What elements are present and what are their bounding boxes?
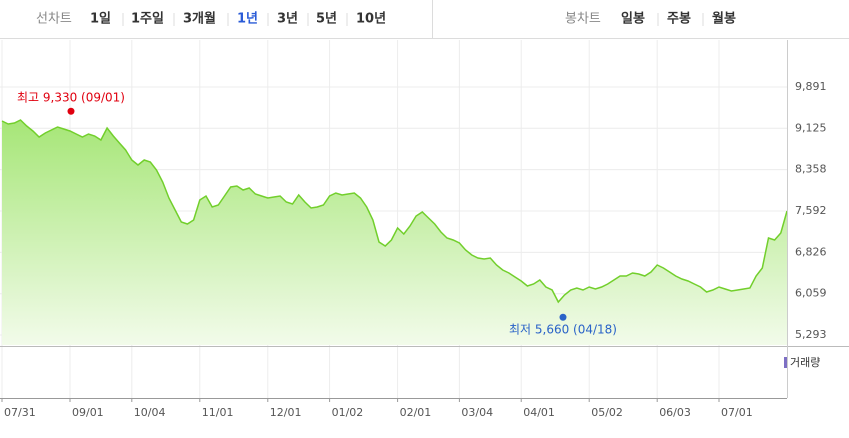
y-tick-label: 5,293 xyxy=(795,328,827,341)
annotation-dot xyxy=(67,107,75,115)
x-tick-label: 02/01 xyxy=(400,406,432,419)
area-fill xyxy=(2,120,787,345)
candle-chart-label: 봉차트 xyxy=(565,12,601,27)
x-tick-label: 07/01 xyxy=(721,406,753,419)
y-tick-label: 9,125 xyxy=(795,121,827,134)
x-tick-label: 07/31 xyxy=(4,406,36,419)
x-tick-label: 06/03 xyxy=(659,406,691,419)
toolbar-bg xyxy=(0,0,849,38)
period-tab[interactable]: 3년 xyxy=(277,12,298,27)
y-tick-label: 6,826 xyxy=(795,245,827,258)
period-tab[interactable]: 3개월 xyxy=(183,11,216,27)
annotation-label: 최고 9,330 (09/01) xyxy=(17,91,125,105)
x-tick-label: 12/01 xyxy=(270,406,302,419)
x-tick-label: 09/01 xyxy=(72,406,104,419)
x-tick-label: 01/02 xyxy=(332,406,364,419)
period-tab[interactable]: 1일 xyxy=(90,12,111,27)
y-tick-label: 7,592 xyxy=(795,204,827,217)
candle-tab[interactable]: 주봉 xyxy=(667,12,691,27)
period-tab[interactable]: 10년 xyxy=(356,12,386,27)
x-tick-label: 03/04 xyxy=(461,406,493,419)
volume-legend-key xyxy=(784,357,787,368)
y-tick-label: 9,891 xyxy=(795,80,827,93)
y-tick-label: 8,358 xyxy=(795,163,827,176)
period-tab[interactable]: 1년 xyxy=(237,12,258,27)
period-tab[interactable]: 1주일 xyxy=(131,12,164,27)
y-tick-label: 6,059 xyxy=(795,287,827,300)
candle-tab[interactable]: 일봉 xyxy=(621,12,645,27)
x-tick-label: 04/01 xyxy=(523,406,555,419)
x-tick-label: 05/02 xyxy=(591,406,623,419)
x-tick-label: 11/01 xyxy=(202,406,234,419)
line-chart-label: 선차트 xyxy=(36,12,72,27)
price-line xyxy=(1,119,788,304)
annotation-dot xyxy=(559,313,567,321)
annotation-label: 최저 5,660 (04/18) xyxy=(509,323,617,337)
volume-legend-label: 거래량 xyxy=(790,356,820,369)
candle-tab[interactable]: 월봉 xyxy=(712,11,736,27)
x-tick-label: 10/04 xyxy=(134,406,166,419)
period-tab[interactable]: 5년 xyxy=(316,12,337,27)
